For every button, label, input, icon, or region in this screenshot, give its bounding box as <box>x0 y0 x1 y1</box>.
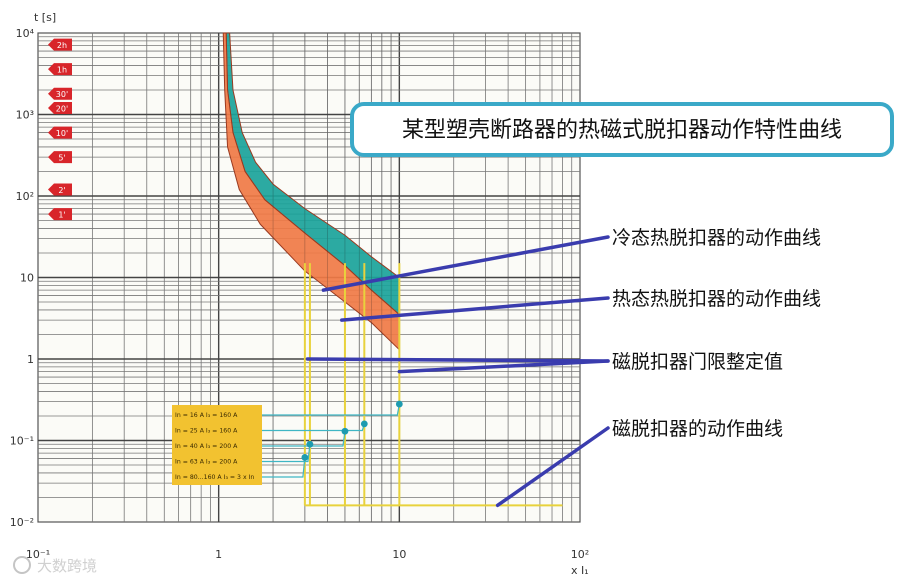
legend-dot <box>301 454 309 461</box>
annotation-arrow <box>321 235 610 292</box>
time-marker-tag <box>48 63 72 76</box>
time-marker-label: 1h <box>57 66 67 75</box>
y-tick-label: 1 <box>27 353 34 366</box>
y-tick-label: 10³ <box>16 109 34 122</box>
time-marker: 1' <box>48 208 72 221</box>
x-tick-label: 10 <box>392 548 406 561</box>
legend-leader <box>262 403 400 416</box>
watermark: 大数跨境 <box>13 556 97 575</box>
time-marker-label: 30' <box>56 90 68 99</box>
time-marker: 5' <box>48 151 72 164</box>
annotation-label: 冷态热脱扣器的动作曲线 <box>612 227 821 249</box>
y-tick-label: 10 <box>20 272 34 285</box>
magnetic-threshold-lines <box>303 263 563 507</box>
annotation-label: 磁脱扣器门限整定值 <box>612 351 783 373</box>
x-tick-label: 10⁻¹ <box>26 548 50 561</box>
legend-leader <box>262 444 311 463</box>
legend-leader <box>262 457 306 478</box>
axis-ticks: 10⁴ 10³ 10² 10 1 10⁻¹ 10⁻² 10⁻¹ 1 10 10² <box>10 27 589 561</box>
time-marker-tag <box>48 102 72 115</box>
legend-entry: In = 16 A I₃ = 160 A <box>175 412 238 419</box>
legend-box <box>172 405 262 485</box>
y-tick-label: 10⁴ <box>16 27 35 40</box>
time-marker: 30' <box>48 87 72 100</box>
time-marker-tag <box>48 208 72 221</box>
legend-dot <box>341 427 349 435</box>
x-axis-label: x I₁ <box>571 564 589 577</box>
legend-dot <box>306 440 314 448</box>
legend-entry: In = 80...160 A I₃ = 3 x In <box>175 474 254 481</box>
time-marker-label: 20' <box>56 105 68 114</box>
time-markers: 2h 1h 30' 20' 10' 5' 2' 1' <box>48 38 72 221</box>
legend-dot <box>395 400 403 408</box>
annotation-label: 磁脱扣器的动作曲线 <box>612 418 783 440</box>
time-marker: 20' <box>48 102 72 115</box>
annotation-arrow <box>495 426 610 508</box>
time-marker-tag <box>48 38 72 51</box>
watermark-logo-icon <box>13 556 31 574</box>
time-marker: 10' <box>48 126 72 139</box>
title-box: 某型塑壳断路器的热磁式脱扣器动作特性曲线 <box>350 102 894 157</box>
legend-entry: In = 40 A I₃ = 200 A <box>175 443 238 450</box>
annotation-arrow <box>339 296 610 322</box>
x-tick-label: 1 <box>215 548 222 561</box>
y-tick-label: 10⁻¹ <box>10 435 34 448</box>
time-marker-label: 2h <box>57 41 67 50</box>
legend-entry: In = 63 A I₃ = 200 A <box>175 459 238 466</box>
time-marker-label: 1' <box>58 211 65 220</box>
threshold-legend: In = 16 A I₃ = 160 A In = 25 A I₃ = 160 A… <box>172 400 403 485</box>
y-tick-label: 10² <box>16 190 34 203</box>
time-marker-label: 5' <box>58 154 65 163</box>
y-tick-label: 10⁻² <box>10 516 34 529</box>
time-marker: 2' <box>48 183 72 196</box>
legend-dot <box>360 420 368 428</box>
annotation-arrow <box>305 357 610 363</box>
time-marker-tag <box>48 151 72 164</box>
annotation-arrow <box>397 359 610 374</box>
time-marker-label: 10' <box>56 129 68 138</box>
y-axis-label: t [s] <box>34 11 56 24</box>
time-marker-tag <box>48 126 72 139</box>
watermark-text: 大数跨境 <box>37 557 97 575</box>
legend-entry: In = 25 A I₃ = 160 A <box>175 428 238 435</box>
annotation-label: 热态热脱扣器的动作曲线 <box>612 288 821 310</box>
time-marker-tag <box>48 87 72 100</box>
chart-title: 某型塑壳断路器的热磁式脱扣器动作特性曲线 <box>402 118 842 143</box>
time-marker-tag <box>48 183 72 196</box>
time-marker: 2h <box>48 38 72 51</box>
x-tick-label: 10² <box>571 548 589 561</box>
legend-leader <box>262 431 346 447</box>
time-marker-label: 2' <box>58 186 65 195</box>
time-marker: 1h <box>48 63 72 76</box>
title-frame <box>350 102 894 157</box>
